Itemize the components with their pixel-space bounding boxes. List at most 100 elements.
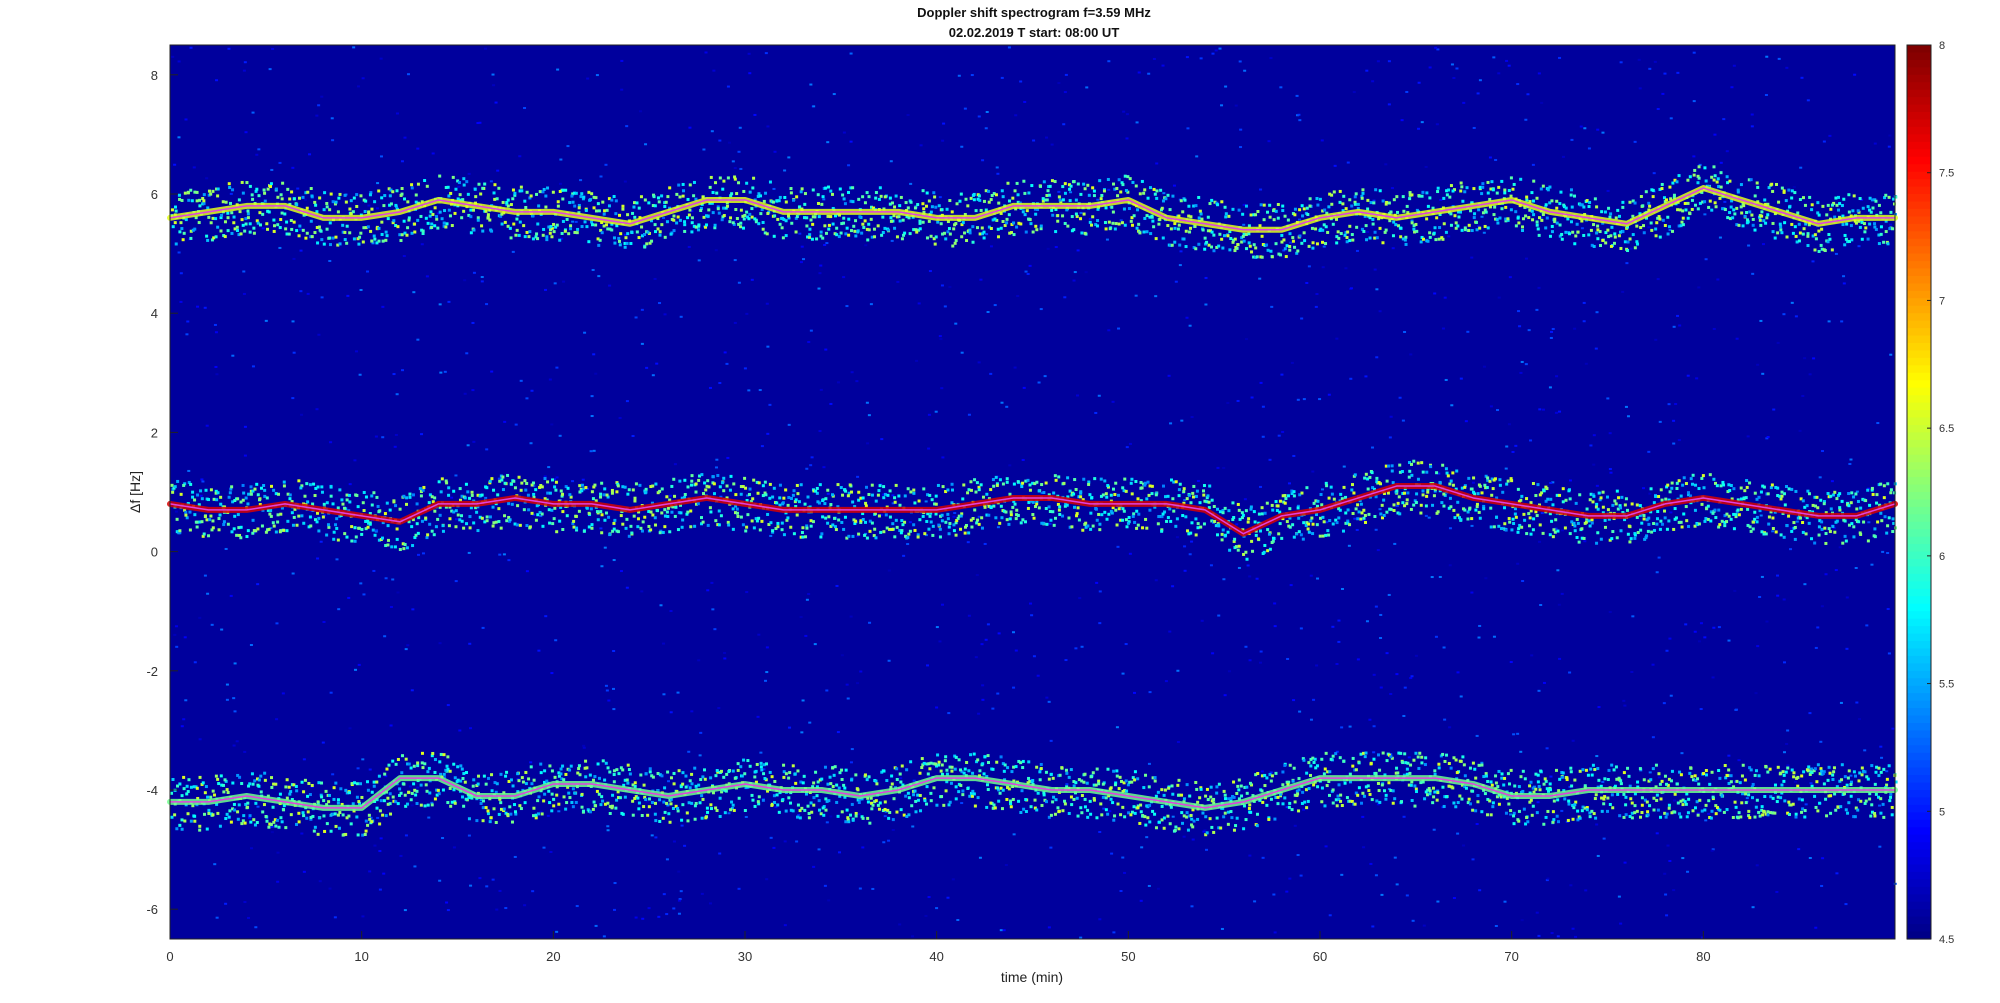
noise-speck: [745, 591, 749, 594]
noise-speck: [1261, 435, 1265, 438]
trace-speck: [915, 230, 919, 234]
noise-speck: [1085, 86, 1089, 89]
trace-speck: [666, 506, 670, 510]
trace-speck: [757, 481, 761, 485]
trace-speck: [246, 502, 250, 506]
trace-speck: [1573, 242, 1577, 246]
trace-speck: [317, 529, 321, 533]
trace-speck: [852, 518, 856, 522]
noise-speck: [550, 423, 554, 426]
trace-speck: [1858, 197, 1862, 201]
trace-speck: [1272, 218, 1276, 222]
trace-speck: [1735, 223, 1739, 227]
trace-speck: [819, 230, 823, 234]
trace-speck: [236, 513, 240, 517]
noise-speck: [1692, 155, 1696, 158]
trace-speck: [889, 216, 893, 220]
trace-speck: [1607, 206, 1611, 210]
trace-speck: [1672, 193, 1676, 197]
trace-speck: [443, 209, 447, 213]
noise-speck: [807, 593, 811, 596]
trace-speck: [1066, 476, 1070, 480]
trace-speck: [466, 192, 470, 196]
trace-speck: [834, 214, 838, 218]
trace-speck: [193, 190, 197, 194]
trace-speck: [444, 505, 448, 509]
trace-speck: [188, 528, 192, 532]
noise-speck: [558, 182, 562, 185]
trace-speck: [1535, 223, 1539, 227]
trace-speck: [1774, 182, 1778, 186]
trace-speck: [1729, 205, 1733, 209]
trace-speck: [1217, 244, 1221, 248]
trace-speck: [1465, 186, 1469, 190]
trace-speck: [1368, 236, 1372, 240]
trace-speck: [1704, 179, 1708, 183]
trace-speck: [725, 204, 729, 208]
trace-speck: [1512, 182, 1516, 186]
noise-speck: [177, 251, 181, 254]
trace-speck: [1145, 214, 1149, 218]
trace-speck: [815, 237, 819, 241]
trace-speck: [1274, 242, 1278, 246]
trace-speck: [1212, 233, 1216, 237]
trace-speck: [646, 230, 650, 234]
trace-speck: [1564, 230, 1568, 234]
trace-speck: [224, 200, 228, 204]
noise-speck: [1214, 49, 1218, 52]
trace-speck: [1348, 224, 1352, 228]
trace-speck: [1138, 231, 1142, 235]
noise-speck: [1242, 203, 1246, 206]
trace-speck: [380, 536, 384, 540]
noise-speck: [1657, 556, 1661, 559]
noise-speck: [1619, 61, 1623, 64]
trace-speck: [1604, 241, 1608, 245]
noise-speck: [383, 635, 387, 638]
trace-speck: [1138, 192, 1142, 196]
trace-speck: [214, 489, 218, 493]
trace-speck: [462, 177, 466, 181]
trace-speck: [1266, 248, 1270, 252]
trace-speck: [580, 225, 584, 229]
noise-speck: [809, 464, 813, 467]
trace-speck: [1434, 238, 1438, 242]
noise-speck: [928, 270, 932, 273]
trace-speck: [668, 206, 672, 210]
trace-speck: [921, 202, 925, 206]
trace-speck: [661, 530, 665, 534]
noise-speck: [1834, 569, 1838, 572]
trace-speck: [1710, 208, 1714, 212]
trace-speck: [1288, 248, 1292, 252]
noise-speck: [1375, 356, 1379, 359]
noise-speck: [1798, 429, 1802, 432]
trace-speck: [1642, 224, 1646, 228]
trace-speck: [1342, 194, 1346, 198]
noise-speck: [232, 744, 236, 747]
trace-speck: [565, 514, 569, 518]
trace-speck: [1012, 499, 1016, 503]
trace-speck: [370, 207, 374, 211]
trace-speck: [424, 216, 428, 220]
trace-speck: [1039, 227, 1043, 231]
trace-speck: [906, 487, 910, 491]
noise-speck: [940, 284, 944, 287]
trace-speck: [1580, 219, 1584, 223]
trace-speck: [1764, 221, 1768, 225]
noise-speck: [1808, 857, 1812, 860]
trace-speck: [246, 212, 250, 216]
noise-speck: [177, 136, 181, 139]
trace-speck: [904, 201, 908, 205]
noise-speck: [743, 367, 747, 370]
trace-speck: [1192, 246, 1196, 250]
trace-speck: [930, 205, 934, 209]
trace-speck: [893, 496, 897, 500]
trace-speck: [527, 235, 531, 239]
noise-speck: [1537, 934, 1541, 937]
noise-speck: [1079, 936, 1083, 939]
trace-speck: [1798, 198, 1802, 202]
noise-speck: [967, 413, 971, 416]
trace-speck: [560, 231, 564, 235]
trace-speck: [1457, 210, 1461, 214]
trace-speck: [1197, 242, 1201, 246]
